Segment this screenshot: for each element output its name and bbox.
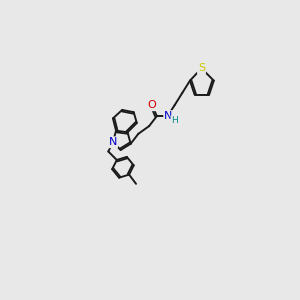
Text: N: N [109, 137, 117, 147]
Text: N: N [164, 111, 172, 121]
Text: H: H [171, 116, 178, 125]
Text: S: S [198, 63, 205, 73]
Text: O: O [148, 100, 157, 110]
